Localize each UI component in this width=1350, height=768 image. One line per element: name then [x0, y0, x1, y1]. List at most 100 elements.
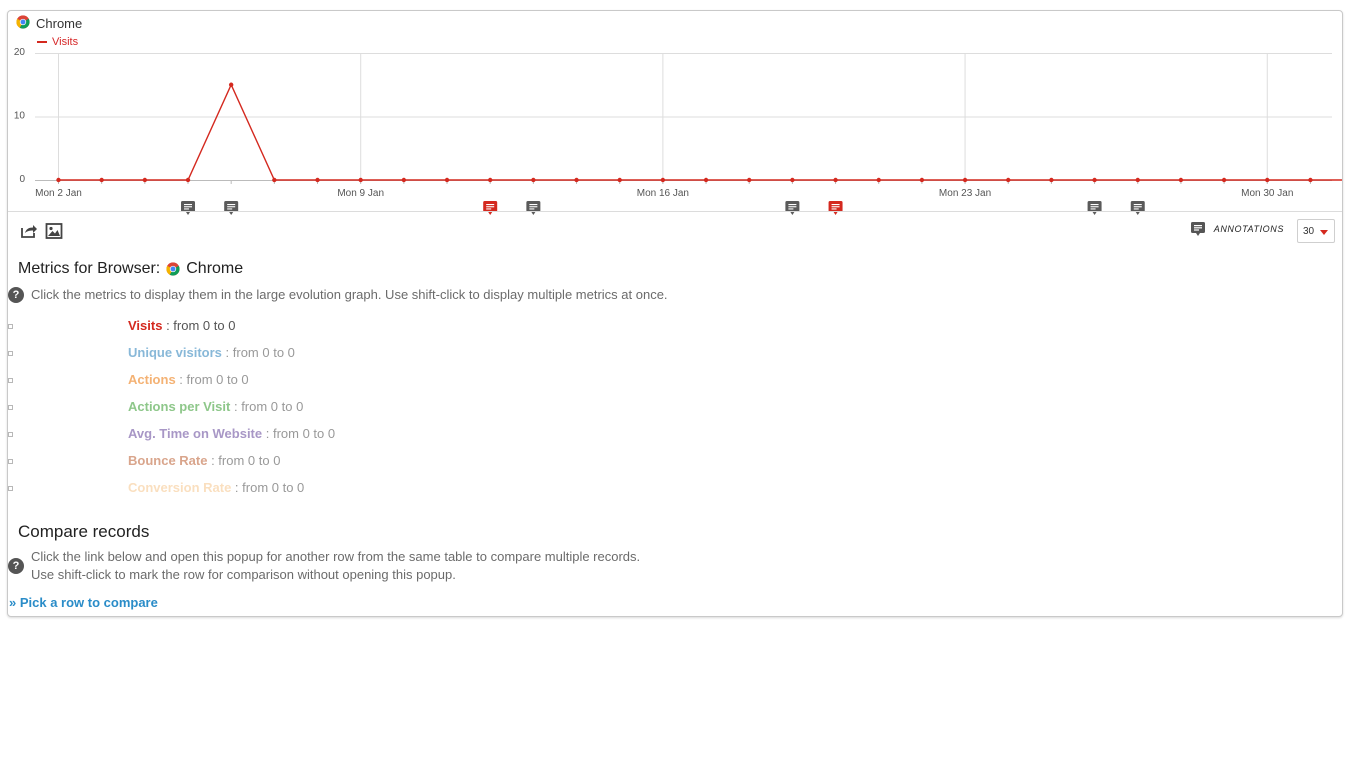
- metric-range: : from 0 to 0: [211, 453, 281, 468]
- period-select[interactable]: 30: [1297, 219, 1335, 243]
- annotations-toggle[interactable]: ANNOTATIONS: [1190, 221, 1284, 237]
- metric-range: : from 0 to 0: [233, 399, 304, 414]
- metric-range: : from 0 to 0: [225, 345, 295, 360]
- metric-row[interactable]: Avg. Time on Website : from 0 to 0: [8, 426, 608, 444]
- graph-toolbar: ANNOTATIONS 30: [8, 211, 1342, 252]
- series-line-visits: [58, 83, 1342, 181]
- metric-row[interactable]: Visits : from 0 to 0: [8, 318, 608, 336]
- share-export-icon[interactable]: [20, 222, 38, 240]
- metric-row[interactable]: Actions per Visit : from 0 to 0: [8, 399, 608, 417]
- compare-title: Compare records: [18, 522, 150, 541]
- metric-name: Conversion Rate : from 0 to 0: [128, 480, 305, 495]
- metric-name: Bounce Rate : from 0 to 0: [128, 453, 281, 468]
- data-point[interactable]: [99, 177, 104, 183]
- metric-checkbox[interactable]: [8, 378, 13, 383]
- data-point[interactable]: [444, 177, 450, 183]
- data-point[interactable]: [1308, 177, 1313, 183]
- metric-checkbox[interactable]: [8, 432, 13, 437]
- graph-title: Chrome: [16, 14, 83, 31]
- annotation-marker-icon[interactable]: [785, 201, 800, 215]
- metrics-title-prefix: Metrics for Browser:: [18, 260, 161, 277]
- x-tick-label: Mon 30 Jan: [1241, 188, 1293, 199]
- metrics-help-text: Click the metrics to display them in the…: [31, 287, 668, 302]
- annotation-marker-icon[interactable]: [483, 201, 498, 215]
- data-point[interactable]: [185, 177, 191, 183]
- metric-range: : from 0 to 0: [166, 318, 236, 333]
- annotations-label: ANNOTATIONS: [1213, 224, 1284, 234]
- metric-range: : from 0 to 0: [234, 480, 305, 495]
- data-point[interactable]: [1265, 177, 1270, 183]
- data-point[interactable]: [488, 177, 493, 183]
- annotation-icon: [1190, 222, 1205, 236]
- annotation-marker-icon[interactable]: [1130, 201, 1145, 215]
- metric-range: : from 0 to 0: [179, 372, 249, 387]
- data-point[interactable]: [142, 177, 148, 183]
- metrics-title-name: Chrome: [186, 260, 244, 277]
- data-point[interactable]: [617, 177, 622, 183]
- data-point[interactable]: [1006, 177, 1011, 183]
- data-point[interactable]: [962, 177, 968, 183]
- data-point[interactable]: [790, 177, 795, 183]
- data-point[interactable]: [315, 177, 320, 183]
- y-tick-label: 0: [19, 174, 25, 185]
- data-point[interactable]: [228, 82, 234, 87]
- data-point[interactable]: [272, 177, 277, 183]
- metric-checkbox[interactable]: [8, 324, 13, 329]
- image-icon[interactable]: [45, 222, 63, 240]
- chart-legend[interactable]: Visits: [37, 36, 78, 48]
- chrome-logo-icon: [166, 262, 180, 276]
- data-point[interactable]: [574, 177, 579, 183]
- chrome-logo-icon: [16, 15, 30, 29]
- data-point[interactable]: [1092, 177, 1097, 183]
- data-point[interactable]: [531, 177, 536, 183]
- data-point[interactable]: [660, 177, 666, 183]
- metric-name: Actions : from 0 to 0: [128, 372, 249, 387]
- annotation-marker-icon[interactable]: [181, 201, 196, 215]
- x-tick-label: Mon 9 Jan: [337, 188, 384, 199]
- data-point[interactable]: [1135, 177, 1140, 183]
- legend-swatch: [37, 41, 47, 43]
- data-point[interactable]: [1049, 177, 1054, 183]
- data-point[interactable]: [747, 177, 752, 183]
- metric-name: Avg. Time on Website : from 0 to 0: [128, 426, 336, 441]
- metric-checkbox[interactable]: [8, 459, 13, 464]
- metric-name: Actions per Visit : from 0 to 0: [128, 399, 304, 414]
- metric-checkbox[interactable]: [8, 486, 13, 491]
- metric-row[interactable]: Conversion Rate : from 0 to 0: [8, 480, 608, 498]
- y-tick-label: 20: [14, 47, 26, 58]
- x-tick-label: Mon 23 Jan: [939, 188, 991, 199]
- data-point[interactable]: [833, 177, 838, 183]
- period-value: 30: [1303, 225, 1315, 237]
- x-tick-label: Mon 2 Jan: [35, 188, 82, 199]
- pick-row-to-compare-link[interactable]: » Pick a row to compare: [9, 595, 158, 610]
- data-point[interactable]: [401, 177, 407, 183]
- data-point[interactable]: [56, 177, 61, 183]
- metric-checkbox[interactable]: [8, 405, 13, 410]
- annotation-marker-icon[interactable]: [224, 201, 239, 215]
- help-icon: ?: [8, 558, 24, 574]
- compare-help-line-2: Use shift-click to mark the row for comp…: [31, 567, 456, 582]
- graph-title-text: Chrome: [36, 16, 83, 31]
- data-point[interactable]: [1178, 177, 1184, 183]
- metrics-title: Metrics for Browser: Chrome: [18, 260, 243, 278]
- data-point[interactable]: [1221, 177, 1227, 183]
- metric-name: Visits : from 0 to 0: [128, 318, 236, 333]
- y-tick-label: 10: [14, 111, 26, 122]
- data-point[interactable]: [919, 177, 925, 183]
- data-point[interactable]: [703, 177, 709, 183]
- metric-checkbox[interactable]: [8, 351, 13, 356]
- annotation-marker-icon[interactable]: [828, 201, 843, 215]
- evolution-chart[interactable]: 20 10 0 Mon 2 Jan Mon 9 Jan Mon 16 Jan Mon 23 …: [8, 11, 1342, 221]
- data-point[interactable]: [358, 177, 363, 183]
- metric-row[interactable]: Actions : from 0 to 0: [8, 372, 608, 390]
- chevron-down-icon: [1320, 230, 1328, 235]
- compare-help-line-1: Click the link below and open this popup…: [31, 549, 641, 564]
- data-point[interactable]: [876, 177, 881, 183]
- annotation-marker-icon[interactable]: [1087, 201, 1102, 215]
- legend-label: Visits: [52, 36, 79, 48]
- metric-name: Unique visitors : from 0 to 0: [128, 345, 295, 360]
- annotation-marker-icon[interactable]: [526, 201, 541, 215]
- x-tick-label: Mon 16 Jan: [637, 188, 689, 199]
- metric-row[interactable]: Bounce Rate : from 0 to 0: [8, 453, 608, 471]
- metric-row[interactable]: Unique visitors : from 0 to 0: [8, 345, 608, 363]
